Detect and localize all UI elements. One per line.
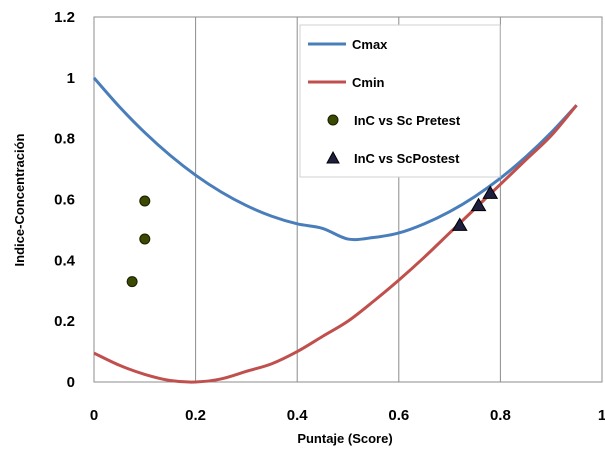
y-tick-label: 0.6 (54, 192, 75, 209)
x-tick-label: 0.8 (490, 407, 511, 424)
x-tick-label: 1 (598, 407, 605, 424)
legend-label-cmin: Cmin (352, 75, 385, 90)
x-tick-label: 0.4 (287, 407, 309, 424)
legend-label-cmax: Cmax (352, 37, 388, 52)
pretest-point (140, 196, 150, 206)
x-axis-label: Puntaje (Score) (297, 431, 392, 446)
legend-label-postest: InC vs ScPostest (354, 151, 460, 166)
legend-label-pretest: InC vs Sc Pretest (354, 113, 461, 128)
x-tick-label: 0.2 (185, 407, 206, 424)
pretest-point (127, 277, 137, 287)
legend-swatch-pretest (328, 115, 338, 125)
pretest-point (140, 234, 150, 244)
x-tick-label: 0 (90, 407, 98, 424)
y-tick-label: 1.2 (54, 9, 75, 26)
y-tick-label: 0.4 (54, 252, 76, 269)
y-tick-label: 0.8 (54, 131, 75, 148)
y-tick-label: 0 (67, 374, 75, 391)
y-tick-label: 0.2 (54, 313, 75, 330)
legend: Cmax Cmin InC vs Sc Pretest InC vs ScPos… (300, 25, 500, 177)
y-axis-label: Indice-Concentración (12, 133, 27, 266)
y-tick-label: 1 (67, 70, 75, 87)
x-tick-label: 0.6 (388, 407, 409, 424)
